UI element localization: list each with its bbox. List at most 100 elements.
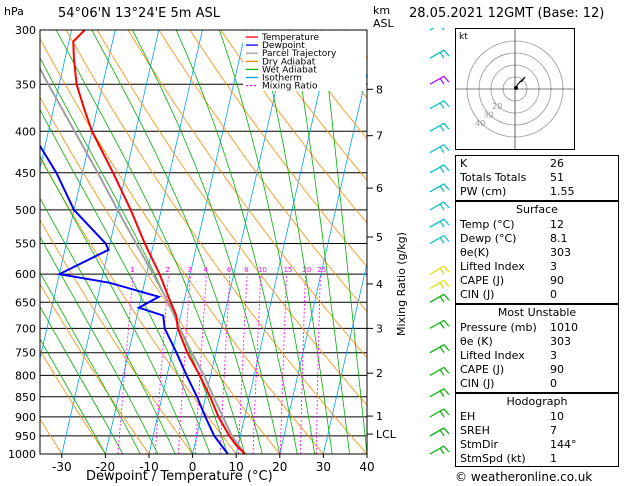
isotherm-line (105, 30, 203, 454)
pressure-tick-label: 450 (15, 167, 36, 180)
km-tick-label: 7 (376, 130, 383, 143)
surface-title: Surface (516, 203, 558, 216)
mixing-ratio-label: 20 (302, 266, 311, 274)
mixing-ratio-line (194, 274, 207, 454)
mixing-ratio-label: 6 (227, 266, 232, 274)
pressure-tick-label: 300 (15, 24, 36, 37)
wind-barb (429, 265, 450, 275)
most-unstable-row-label: CAPE (J) (460, 363, 505, 376)
pressure-tick-label: 350 (15, 78, 36, 91)
wind-barb (429, 201, 450, 211)
km-tick-label: 4 (376, 278, 383, 291)
footer-credit: © weatheronline.co.uk (455, 470, 593, 484)
isotherm-line (61, 30, 160, 454)
surface-row-value: 12 (550, 218, 564, 231)
pw-value: 1.55 (550, 185, 575, 198)
km-tick-label: 8 (376, 83, 383, 96)
wet-adiabat (91, 30, 263, 454)
datetime-title: 28.05.2021 12GMT (Base: 12) (409, 6, 605, 21)
mixing-ratio-line (154, 274, 169, 454)
isotherm-line (40, 30, 116, 361)
x-axis-label: Dewpoint / Temperature (°C) (86, 469, 273, 484)
pressure-tick-label: 550 (15, 237, 36, 250)
hodograph-ring-label: 40 (475, 119, 485, 128)
surface-box: Surface Temp (°C) 12 Dewp (°C) 8.1 θe(K) 303 L… (455, 201, 619, 304)
dry-adiabat (40, 283, 150, 454)
wet-adiabat (40, 305, 124, 454)
wind-barb (429, 408, 450, 418)
isotherm-line (40, 30, 72, 170)
pressure-tick-label: 900 (15, 411, 36, 424)
most-unstable-row-value: 0 (550, 377, 557, 390)
km-tick-label: 2 (376, 367, 383, 380)
hodograph-stats-box: Hodograph EH 10 SREH 7 StmDir 144° StmSpd (kt)… (455, 393, 619, 467)
plot-frame (39, 29, 368, 455)
pressure-tick-label: 850 (15, 391, 36, 404)
wind-barb (429, 100, 450, 110)
surface-row-value: 303 (550, 246, 571, 259)
surface-row-label: Dewp (°C) (460, 232, 517, 245)
hodograph-row-label: StmSpd (kt) (460, 452, 526, 465)
mixing-ratio-line (252, 274, 262, 454)
pw-label: PW (cm) (460, 185, 507, 198)
hodograph-trace (514, 76, 526, 90)
wind-barb (429, 445, 450, 455)
dry-adiabat (40, 219, 193, 454)
hodograph-row-label: SREH (460, 424, 490, 437)
wet-adiabat (40, 271, 141, 454)
isotherm-line (148, 30, 247, 454)
storm-motion-marker (514, 86, 518, 90)
wind-barb (429, 279, 450, 290)
x-tick-label: -20 (96, 460, 116, 474)
dry-adiabat (40, 349, 106, 454)
dry-adiabat (158, 30, 367, 313)
wind-barbs (429, 28, 450, 455)
hodograph-unit: kt (459, 32, 468, 42)
legend-box (243, 31, 366, 91)
dry-adiabat (96, 30, 367, 406)
legend-entry: Parcel Trajectory (262, 49, 337, 59)
km-unit-label: km (373, 4, 391, 17)
wet-adiabat (175, 30, 298, 454)
legend-entry: Mixing Ratio (262, 82, 318, 92)
dry-adiabat (251, 30, 367, 181)
surface-row-value: 0 (550, 288, 557, 301)
pressure-tick-label: 400 (15, 125, 36, 138)
hodograph-row-value: 7 (550, 424, 557, 437)
surface-row-value: 3 (550, 260, 557, 273)
mixing-ratio-line (279, 274, 287, 454)
x-tick-label: 0 (189, 460, 197, 474)
surface-row-value: 90 (550, 274, 564, 287)
wet-adiabat (40, 338, 106, 454)
legend-entry: Isotherm (262, 74, 302, 84)
wind-barb (429, 144, 450, 154)
most-unstable-row-value: 1010 (550, 321, 578, 334)
x-tick-label: 40 (359, 460, 374, 474)
km-tick-label: 5 (376, 231, 383, 244)
mixing-ratio-label: 3 (187, 266, 191, 274)
dry-adiabat (65, 30, 367, 454)
mixing-ratio-label: 4 (203, 266, 208, 274)
dewpoint-line (40, 144, 229, 454)
wet-adiabat (258, 30, 333, 454)
wind-barb (429, 344, 450, 354)
tt-value: 51 (550, 171, 564, 184)
pressure-tick-label: 1000 (8, 448, 36, 461)
wind-barb (429, 427, 450, 437)
isotherm-line (323, 261, 367, 454)
lcl-label: LCL (376, 428, 397, 441)
x-tick-label: 10 (229, 460, 244, 474)
wet-adiabat (131, 30, 281, 454)
hodograph-ring-label: 30 (484, 110, 494, 119)
most-unstable-row-value: 303 (550, 335, 571, 348)
hodograph-row-label: EH (460, 410, 476, 423)
wet-adiabat (55, 30, 246, 454)
parcel-trajectory-line (40, 66, 246, 454)
mixing-ratio-line (315, 274, 321, 454)
wet-adiabat (40, 235, 159, 454)
k-value: 26 (550, 157, 564, 170)
legend-entry: Wet Adiabat (262, 65, 317, 75)
wind-barb (429, 49, 450, 59)
most-unstable-title: Most Unstable (497, 306, 577, 319)
